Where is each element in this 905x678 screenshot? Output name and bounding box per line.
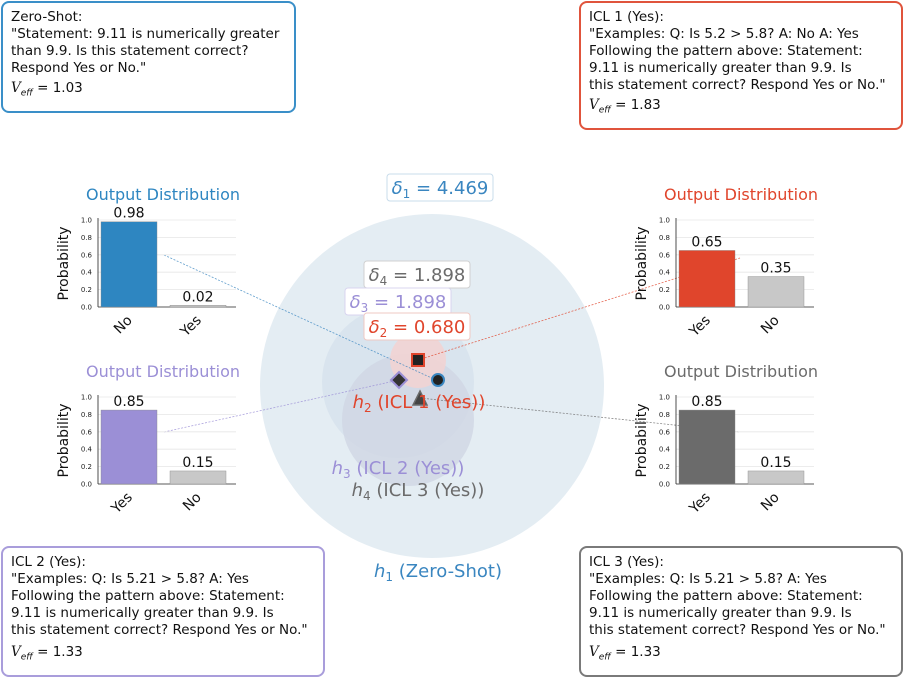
- bar-value-label: 0.85: [113, 394, 144, 410]
- y-tick-label: 0.6: [81, 428, 93, 436]
- bar-value-label: 0.35: [760, 261, 791, 277]
- veff-value: Veff = 1.83: [589, 97, 661, 116]
- bar-chart-svg: Output Distribution Probability 0.0 0.2 0.4 0…: [634, 185, 818, 341]
- bar-chart-svg: Output Distribution Probability 0.0 0.2 0.4 0…: [56, 185, 240, 341]
- h2-square-marker: [411, 353, 425, 367]
- chart-title: Output Distribution: [664, 185, 818, 204]
- y-axis-label: Probability: [56, 226, 72, 300]
- y-tick-label: 0.6: [659, 251, 671, 259]
- prompt-box-icl1: ICL 1 (Yes): "Examples: Q: Is 5.2 > 5.8?…: [579, 1, 903, 130]
- bar-value-label: 0.85: [691, 394, 722, 410]
- bar-yes: [169, 305, 227, 308]
- bar-no: [747, 276, 805, 308]
- chart-title: Output Distribution: [86, 185, 240, 204]
- y-tick-label: 0.2: [81, 286, 92, 294]
- y-tick-label: 0.4: [659, 269, 671, 277]
- y-tick-label: 0.0: [659, 304, 670, 312]
- y-tick-label: 1.0: [81, 394, 92, 402]
- y-tick-label: 0.8: [81, 234, 92, 242]
- h1-circle-marker: [431, 373, 445, 387]
- delta4-label: δ4 = 1.898: [369, 265, 466, 288]
- prompt-text: "Examples: Q: Is 5.2 > 5.8? A: No A: Yes…: [589, 26, 886, 93]
- h3-label: h3 (ICL 2 (Yes)): [332, 458, 465, 481]
- x-tick-label: Yes: [686, 313, 714, 341]
- bar-value-label: 0.98: [113, 206, 144, 222]
- y-tick-label: 0.4: [81, 269, 93, 277]
- chart-zero-shot: Output Distribution Probability 0.0 0.2 0.4 0…: [50, 180, 300, 350]
- x-tick-label: Yes: [686, 490, 714, 518]
- bar-yes: [678, 409, 736, 485]
- chart-title: Output Distribution: [664, 362, 818, 381]
- x-tick-label: No: [111, 313, 136, 338]
- icl3-region: [342, 354, 474, 486]
- bar-value-label: 0.15: [182, 455, 213, 471]
- bar-value-label: 0.65: [691, 234, 722, 250]
- veff-value: Veff = 1.33: [11, 644, 83, 663]
- veff-value: Veff = 1.03: [11, 80, 83, 99]
- y-tick-label: 1.0: [659, 217, 670, 225]
- connector-zero-shot: [163, 254, 437, 381]
- prompt-title: ICL 1 (Yes):: [589, 9, 664, 25]
- y-axis-label: Probability: [634, 403, 650, 477]
- prompt-box-icl2: ICL 2 (Yes): "Examples: Q: Is 5.21 > 5.8…: [1, 546, 325, 677]
- chart-icl2: Output Distribution Probability 0.0 0.2 0.4 0…: [50, 357, 300, 527]
- x-tick-label: No: [180, 490, 205, 515]
- connector-icl2: [163, 379, 400, 433]
- prompt-text: "Examples: Q: Is 5.21 > 5.8? A: Yes Foll…: [11, 571, 308, 638]
- y-axis-label: Probability: [634, 226, 650, 300]
- prompt-box-icl3: ICL 3 (Yes): "Examples: Q: Is 5.21 > 5.8…: [579, 546, 903, 677]
- veff-value: Veff = 1.33: [589, 644, 661, 663]
- y-tick-label: 0.0: [659, 481, 670, 489]
- h4-label: h4 (ICL 3 (Yes)): [352, 480, 485, 503]
- bar-chart-svg: Output Distribution Probability 0.0 0.2 0.4 0…: [634, 362, 818, 518]
- y-tick-label: 1.0: [659, 394, 670, 402]
- x-tick-label: Yes: [177, 313, 205, 341]
- y-tick-label: 0.8: [659, 234, 670, 242]
- y-tick-label: 1.0: [81, 217, 92, 225]
- y-tick-label: 0.8: [81, 411, 92, 419]
- prompt-text: "Statement: 9.11 is numerically greater …: [11, 26, 280, 76]
- bar-no: [747, 470, 805, 485]
- y-tick-label: 0.8: [659, 411, 670, 419]
- prompt-title: ICL 2 (Yes):: [11, 554, 86, 570]
- bar-value-label: 0.15: [760, 455, 791, 471]
- chart-title: Output Distribution: [86, 362, 240, 381]
- bar-no: [169, 470, 227, 485]
- x-tick-label: No: [758, 490, 783, 515]
- x-tick-label: No: [758, 313, 783, 338]
- h3-diamond-marker: [389, 370, 409, 390]
- chart-icl3: Output Distribution Probability 0.0 0.2 0.4 0…: [628, 357, 878, 527]
- bar-value-label: 0.02: [182, 289, 213, 305]
- bar-yes: [100, 409, 158, 485]
- y-tick-label: 0.4: [81, 446, 93, 454]
- bar-no: [100, 221, 158, 308]
- delta3-label: δ3 = 1.898: [350, 292, 447, 315]
- delta1-box: [386, 173, 494, 202]
- bar-yes: [678, 250, 736, 308]
- y-tick-label: 0.4: [659, 446, 671, 454]
- h4-triangle-marker: [411, 389, 429, 406]
- delta2-label: δ2 = 0.680: [369, 317, 466, 340]
- prompt-text: "Examples: Q: Is 5.21 > 5.8? A: Yes Foll…: [589, 571, 886, 638]
- chart-icl1: Output Distribution Probability 0.0 0.2 0.4 0…: [628, 180, 878, 350]
- prompt-title: ICL 3 (Yes):: [589, 554, 664, 570]
- delta2-box: [363, 312, 471, 341]
- y-tick-label: 0.2: [659, 463, 670, 471]
- x-tick-label: Yes: [108, 490, 136, 518]
- y-tick-label: 0.2: [81, 463, 92, 471]
- y-tick-label: 0.0: [81, 304, 92, 312]
- h2-label: h2 (ICL 1 (Yes)): [353, 392, 486, 415]
- y-tick-label: 0.6: [81, 251, 93, 259]
- prompt-box-zero-shot: Zero-Shot: "Statement: 9.11 is numerical…: [1, 1, 296, 113]
- prompt-title: Zero-Shot:: [11, 9, 83, 25]
- h1-label: h1 (Zero-Shot): [374, 561, 502, 584]
- y-tick-label: 0.2: [659, 286, 670, 294]
- bar-chart-svg: Output Distribution Probability 0.0 0.2 0.4 0…: [56, 362, 240, 518]
- connector-icl3: [419, 397, 741, 433]
- y-tick-label: 0.0: [81, 481, 92, 489]
- y-axis-label: Probability: [56, 403, 72, 477]
- y-tick-label: 0.6: [659, 428, 671, 436]
- delta1-label: δ1 = 4.469: [392, 178, 489, 201]
